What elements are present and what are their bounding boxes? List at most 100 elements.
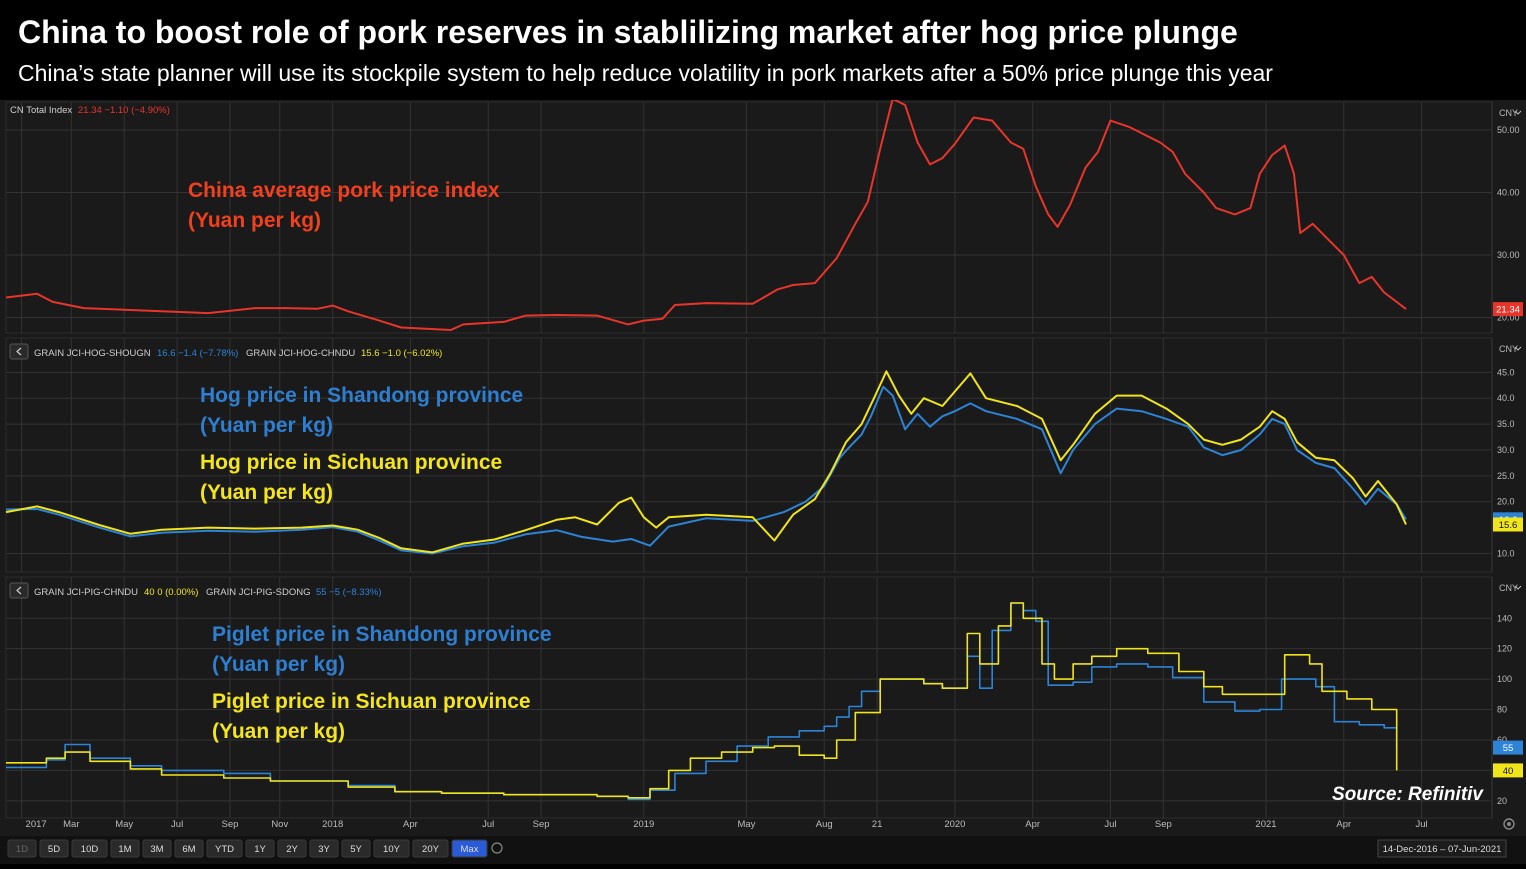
chart-svg: 50.00 40.00 30.00 20.00 CNY CN Total Index 21.… [0,97,1526,864]
range-button-label: 1M [118,844,131,855]
settings-icon-ring [1503,818,1515,830]
y-tick-label: 140 [1497,613,1512,623]
y-tick-label: 30.00 [1497,250,1520,260]
range-button-ytd[interactable]: YTD [206,839,243,858]
annotation-text: (Yuan per kg) [212,720,345,743]
y-tick-label: 60 [1497,735,1507,745]
collapse-button-frame [9,582,29,599]
source-note: Source: Refinitiv [1332,784,1484,805]
range-button-label: Max [461,844,479,855]
annotation-text: (Yuan per kg) [188,209,321,232]
range-button-1d[interactable]: 1D [7,839,37,858]
chevron-down-icon[interactable] [1514,110,1522,115]
range-button-3y[interactable]: 3Y [309,839,339,858]
collapse-button[interactable] [9,582,29,599]
series-line-grain-jci-hog-shougn [5,385,1407,555]
chevron-left-icon [16,586,22,595]
range-button-6m[interactable]: 6M [174,839,204,858]
chart-area: 50.00 40.00 30.00 20.00 CNY CN Total Index 21.… [0,97,1526,864]
x-tick-label: Mar [63,819,79,830]
range-button-10y[interactable]: 10Y [373,839,410,858]
y-tick-label: 10.0 [1497,548,1515,558]
y-tick-label: 30.0 [1497,445,1515,455]
x-tick-label: Jul [171,819,183,830]
last-value-badge: 21.34 [1493,302,1523,317]
range-button-bg [309,839,339,858]
range-button-label: 3Y [318,844,330,855]
legend-series-name: GRAIN JCI-HOG-SHOUGN [34,348,151,359]
range-button-1y[interactable]: 1Y [245,839,275,858]
range-button-bg [206,839,243,858]
y-tick-label: 80 [1497,705,1507,715]
calendar-icon-ring [491,842,503,854]
x-tick-label: Sep [222,819,239,830]
chevron-down-icon[interactable] [1514,346,1522,351]
range-button-bg [277,839,307,858]
date-range-label: 14-Dec-2016 – 07-Jun-2021 [1383,844,1502,855]
last-value-badge: 40 [1493,763,1523,778]
y-tick-label: 20.00 [1497,313,1520,323]
x-tick-label: Aug [816,819,833,830]
series-line-cn-total-index [5,97,1407,331]
chevron-down-icon[interactable] [1514,585,1522,590]
x-tick-label: Jul [1104,819,1116,830]
range-button-1m[interactable]: 1M [110,839,140,858]
range-button-label: 6M [182,844,195,855]
range-button-label: 1Y [254,844,266,855]
legend-series-stats: 55 −5 (−8.33%) [316,587,382,598]
y-tick-label: 40.0 [1497,393,1515,403]
last-value-badge-bg [1493,517,1523,532]
range-button-5d[interactable]: 5D [39,839,69,858]
annotation-text: China average pork price index [188,179,500,202]
range-button-bg [341,839,371,858]
series-line-grain-jci-hog-chndu [5,370,1407,554]
chart-panel-hog_prices [5,337,1493,573]
range-button-20y[interactable]: 20Y [412,839,449,858]
range-button-label: 2Y [286,844,298,855]
range-button-label: 10D [81,844,99,855]
legend-series-name: GRAIN JCI-PIG-CHNDU [34,587,138,598]
annotation-text: (Yuan per kg) [200,481,333,504]
range-button-3m[interactable]: 3M [142,839,172,858]
x-tick-label: 2018 [322,819,343,830]
range-button-label: 1D [16,844,28,855]
range-button-2y[interactable]: 2Y [277,839,307,858]
range-button-10d[interactable]: 10D [71,839,108,858]
last-value-label: 15.6 [1499,520,1518,531]
calendar-icon[interactable] [491,842,503,854]
date-range-box[interactable] [1377,839,1507,858]
legend-series-stats: 21.34 −1.10 (−4.90%) [78,105,170,116]
range-button-bg [245,839,275,858]
range-button-label: 3M [150,844,163,855]
x-tick-label: 2021 [1255,819,1276,830]
x-tick-label: 21 [872,819,883,830]
annotation-text: Hog price in Sichuan province [200,451,502,474]
x-tick-label: 2019 [633,819,654,830]
legend-series-stats: 16.6 −1.4 (−7.78%) [157,348,238,359]
x-tick-label: 2020 [944,819,965,830]
x-tick-label: May [115,819,133,830]
last-value-badge: 15.6 [1493,517,1523,532]
legend-series-name: GRAIN JCI-PIG-SDONG [206,587,311,598]
settings-icon[interactable] [1503,818,1515,830]
y-tick-label: 100 [1497,674,1512,684]
x-tick-label: Nov [271,819,288,830]
legend-series-stats: 40 0 (0.00%) [144,587,198,598]
range-button-max[interactable]: Max [451,839,488,858]
x-tick-label: Apr [1336,819,1351,830]
y-tick-label: 50.00 [1497,125,1520,135]
collapse-button-frame [9,343,29,360]
annotation-text: Hog price in Shandong province [200,384,523,407]
legend-series-stats: 15.6 −1.0 (−6.02%) [361,348,442,359]
range-button-bg [174,839,204,858]
range-button-5y[interactable]: 5Y [341,839,371,858]
last-value-label: 55 [1503,743,1514,754]
unit-label: CNY [1499,344,1518,354]
x-tick-label: Sep [533,819,550,830]
last-value-badge: 55 [1493,740,1523,755]
annotation-text: (Yuan per kg) [212,653,345,676]
range-button-label: 5Y [350,844,362,855]
range-button-bg [373,839,410,858]
x-tick-label: 2017 [26,819,47,830]
collapse-button[interactable] [9,343,29,360]
